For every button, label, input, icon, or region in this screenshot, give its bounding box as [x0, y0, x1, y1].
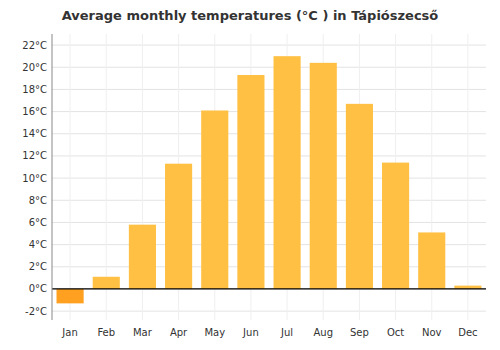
y-grid-line — [52, 178, 486, 179]
y-tick-label: 20°C — [22, 62, 47, 73]
x-tick-label: Sep — [350, 327, 369, 338]
bar — [237, 75, 264, 289]
y-tick-label: 8°C — [29, 195, 47, 206]
y-axis: -2°C 0°C 2°C 4°C 6°C 8°C 10°C 12°C 14°C 16°C 18°C 2… — [22, 40, 47, 317]
x-tick-label: Feb — [97, 327, 115, 338]
y-tick-label: 12°C — [22, 150, 47, 161]
bar — [274, 56, 301, 289]
bar — [129, 225, 156, 289]
x-tick-label: Jul — [280, 327, 293, 338]
bar — [57, 289, 84, 303]
zero-line — [52, 288, 486, 289]
x-tick-label: May — [204, 327, 225, 338]
x-tick-label: Jun — [242, 327, 259, 338]
y-tick-label: 4°C — [29, 239, 47, 250]
title: Average monthly temperatures (°C ) in Tá… — [62, 8, 439, 23]
y-axis-line — [52, 34, 53, 320]
y-tick-label: 14°C — [22, 128, 47, 139]
x-axis: Jan Feb Mar Apr May Jun Jul Aug Sep Oct Nov Dec — [61, 327, 477, 338]
bar — [201, 110, 228, 288]
x-tick-label: Apr — [170, 327, 188, 338]
x-tick-label: Oct — [387, 327, 404, 338]
y-grid-line — [52, 288, 486, 289]
y-tick-label: 2°C — [29, 261, 47, 272]
bar — [165, 164, 192, 289]
y-tick-label: 10°C — [22, 173, 47, 184]
chart-container: -2°C 0°C 2°C 4°C 6°C 8°C 10°C 12°C 14°C 16°C 18°C 2… — [0, 0, 500, 350]
bar — [346, 104, 373, 289]
y-tick-label: 6°C — [29, 217, 47, 228]
bar — [310, 63, 337, 289]
x-grid-line — [70, 34, 71, 320]
y-grid-line — [52, 45, 486, 46]
y-tick-label: 0°C — [29, 283, 47, 294]
x-tick-label: Jan — [61, 327, 77, 338]
y-tick-label: -2°C — [25, 306, 47, 317]
x-grid-line — [467, 34, 468, 320]
y-grid-line — [52, 111, 486, 112]
y-grid-line — [52, 133, 486, 134]
bar — [93, 277, 120, 289]
y-tick-label: 16°C — [22, 106, 47, 117]
x-tick-label: Nov — [422, 327, 442, 338]
y-grid-line — [52, 89, 486, 90]
x-tick-label: Dec — [458, 327, 477, 338]
bars — [57, 56, 482, 303]
y-grid-line — [52, 200, 486, 201]
bar — [382, 163, 409, 289]
chart-svg: -2°C 0°C 2°C 4°C 6°C 8°C 10°C 12°C 14°C 16°C 18°C 2… — [0, 0, 500, 350]
x-tick-label: Aug — [313, 327, 333, 338]
y-grid-line — [52, 222, 486, 223]
bar — [418, 232, 445, 289]
y-tick-label: 22°C — [22, 40, 47, 51]
y-grid-line — [52, 67, 486, 68]
grid — [52, 34, 486, 320]
y-grid-line — [52, 311, 486, 312]
y-tick-label: 18°C — [22, 84, 47, 95]
y-grid-line — [52, 155, 486, 156]
x-tick-label: Mar — [133, 327, 153, 338]
